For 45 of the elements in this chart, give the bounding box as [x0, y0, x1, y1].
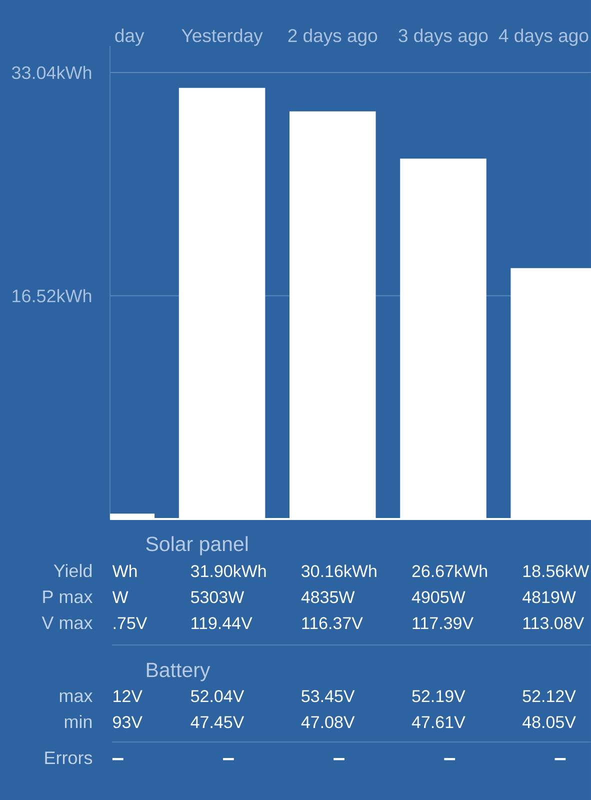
text: Errors: [45, 752, 92, 764]
text: 4835W: [301, 591, 355, 604]
text: 4905W: [412, 591, 466, 604]
text: 117.39V: [412, 617, 474, 630]
text: 48.05V: [522, 716, 576, 728]
text: Battery: [146, 662, 210, 682]
x-tick-label: 4 days ago: [498, 28, 588, 46]
data-label: 18.56kW: [523, 564, 590, 578]
y-tick-label: 16.52kWh: [12, 289, 92, 302]
text: 93V: [113, 716, 142, 728]
text: W: [112, 591, 128, 603]
text: Yield: [54, 564, 92, 578]
text: V max: [42, 616, 93, 630]
text: 52.19V: [412, 690, 466, 702]
text: 52.04V: [190, 690, 244, 702]
text: 53.45V: [302, 690, 355, 702]
text: max: [60, 692, 93, 702]
text: 52.12V: [522, 690, 576, 702]
text: 113.08V: [523, 617, 584, 630]
text: 4819W: [522, 591, 576, 604]
text: –: [222, 758, 234, 760]
x-tick-label: 3 days ago: [398, 28, 488, 46]
text: –: [334, 758, 344, 760]
text: 47.61V: [412, 716, 466, 728]
text: –: [554, 758, 566, 760]
text: .75V: [114, 617, 148, 630]
text: –: [444, 758, 456, 760]
text: min: [64, 714, 92, 728]
x-tick-label: 2 days ago: [288, 28, 378, 46]
text: 47.45V: [190, 716, 244, 728]
text: 12V: [114, 690, 142, 702]
text: 47.08V: [301, 716, 355, 728]
data-label: Wh: [112, 564, 137, 577]
data-label: 30.16kWh: [302, 564, 376, 578]
y-tick-label: 33.04kWh: [12, 66, 92, 80]
text: Solar panel: [146, 536, 248, 556]
data-label: 26.67kWh: [412, 564, 487, 578]
text: 116.37V: [302, 617, 363, 630]
text: 119.44V: [192, 617, 252, 630]
text: –: [112, 758, 124, 760]
text: P max: [43, 590, 93, 604]
x-tick-label: day: [115, 28, 144, 46]
text: 5303W: [190, 591, 244, 604]
x-tick-label: Yesterday: [182, 28, 263, 46]
data-label: 31.90kWh: [190, 564, 266, 578]
